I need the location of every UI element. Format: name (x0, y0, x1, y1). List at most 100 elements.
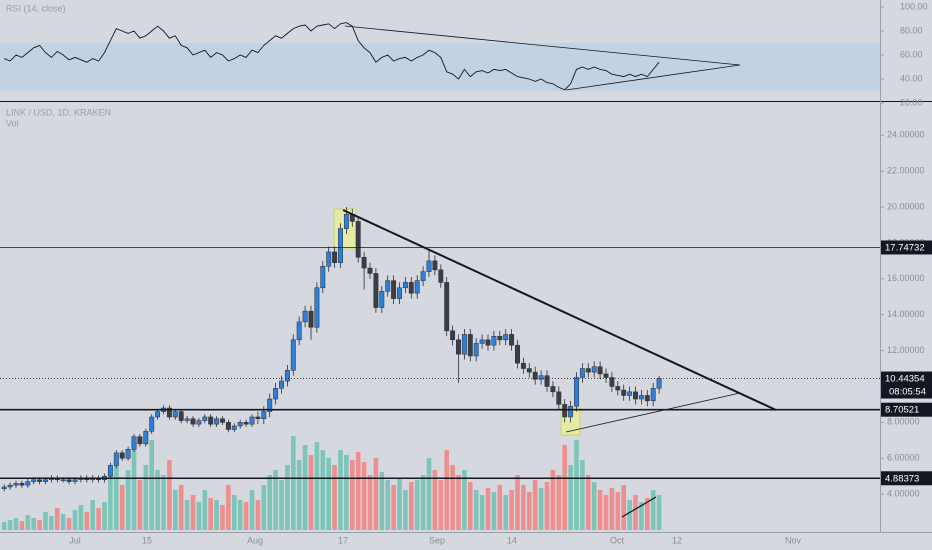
candle-body (208, 416, 214, 425)
candle-body (627, 391, 633, 396)
candle-body (444, 282, 450, 332)
price-tick-label: 12.00000 (887, 345, 925, 355)
volume-bar (7, 520, 13, 530)
volume-bar (249, 490, 255, 530)
volume-bar (214, 500, 219, 530)
rsi-tick-label: 40.00 (900, 73, 923, 83)
price-tick-label: 16.00000 (887, 273, 925, 283)
volume-bar (261, 485, 267, 530)
candle-body (237, 422, 243, 427)
candle-body (66, 479, 72, 482)
volume-bar (119, 485, 125, 530)
candle-body (515, 344, 520, 364)
volume-bar (521, 485, 526, 530)
volume-bar (173, 490, 178, 530)
candle-body (473, 343, 479, 357)
price-tick-label: 22.00000 (887, 166, 925, 176)
volume-bar (196, 502, 202, 530)
candle-body (438, 269, 444, 283)
volume-bar (485, 488, 491, 530)
volume-bar (491, 492, 497, 530)
volume-bar (291, 436, 296, 530)
candle-body (355, 221, 361, 258)
candle-body (172, 411, 178, 418)
candle-body (361, 257, 367, 269)
volume-bar (220, 505, 225, 530)
volume-bar (420, 475, 426, 530)
candle-body (314, 287, 320, 328)
candle-body (326, 251, 332, 267)
level-label: 10.44354 (885, 374, 925, 385)
level-label: 4.88373 (885, 473, 919, 484)
candle-body (509, 334, 515, 346)
volume-bar (444, 450, 449, 530)
candle-body (456, 339, 461, 355)
candle-body (202, 416, 208, 421)
rsi-title: RSI (14, close) (6, 3, 66, 13)
candle-body (579, 368, 585, 378)
volume-bar (78, 505, 84, 530)
trend-line (565, 392, 741, 433)
candle-body (43, 479, 48, 482)
x-tick-label: Oct (610, 535, 625, 545)
volume-bar (84, 512, 90, 530)
volume-bar (479, 495, 485, 530)
volume-bar (409, 482, 414, 530)
candle-body (633, 391, 638, 400)
volume-bar (19, 521, 25, 530)
x-tick-label: Sep (429, 535, 445, 545)
candle-body (491, 335, 497, 346)
candle-body (320, 266, 326, 289)
candle-body (408, 282, 414, 294)
front-layer: 100.00 80.00 60.00 40.00 20.00 4.00000 6.00000… (69, 1, 932, 545)
volume-bar (538, 488, 544, 530)
level-label: 17.74732 (885, 242, 925, 253)
volume-bar (438, 480, 444, 530)
candle-body (656, 378, 662, 389)
candle-body (302, 310, 308, 323)
price-tick-label: 4.00000 (887, 488, 920, 498)
rsi-tick-label: 80.00 (900, 25, 923, 35)
candle-body (166, 407, 172, 418)
candle-body (650, 388, 656, 402)
volume-bar (391, 485, 396, 530)
candle-body (638, 395, 644, 400)
volume-bar (314, 442, 320, 530)
trend-line (342, 209, 777, 411)
candle-body (214, 418, 220, 425)
candle-body (284, 370, 290, 382)
candle-body (485, 339, 491, 346)
volume-bar (60, 514, 66, 530)
x-tick-label: 17 (338, 535, 348, 545)
price-tick-label: 24.00000 (887, 130, 925, 140)
volume-bar (178, 485, 184, 530)
candle-body (184, 418, 190, 421)
volume-bar (385, 480, 390, 530)
candle-body (609, 377, 615, 387)
volume-bar (397, 478, 402, 530)
candle-body (7, 484, 13, 488)
volume-bar (161, 475, 166, 530)
candle-body (544, 375, 550, 387)
rsi-tick-label: 20.00 (900, 97, 923, 107)
volume-bar (609, 488, 615, 530)
candle-body (644, 395, 650, 402)
volume-bar (556, 475, 562, 530)
candle-body (520, 362, 526, 369)
candle-body (385, 280, 391, 292)
level-label-box (881, 240, 932, 255)
volume-bar (237, 500, 243, 530)
x-tick-label: 14 (507, 535, 517, 545)
candle-body (31, 479, 37, 482)
candle-body (267, 398, 273, 412)
candle-body (308, 310, 314, 328)
level-label-box (881, 471, 932, 486)
candle-body (432, 260, 438, 271)
volume-bar (102, 502, 107, 530)
level-label: 8.70521 (885, 405, 919, 416)
candle-body (621, 389, 627, 396)
volume-bar (509, 490, 514, 530)
countdown-box (881, 385, 932, 399)
candle-body (597, 366, 603, 375)
trend-line (621, 496, 657, 518)
